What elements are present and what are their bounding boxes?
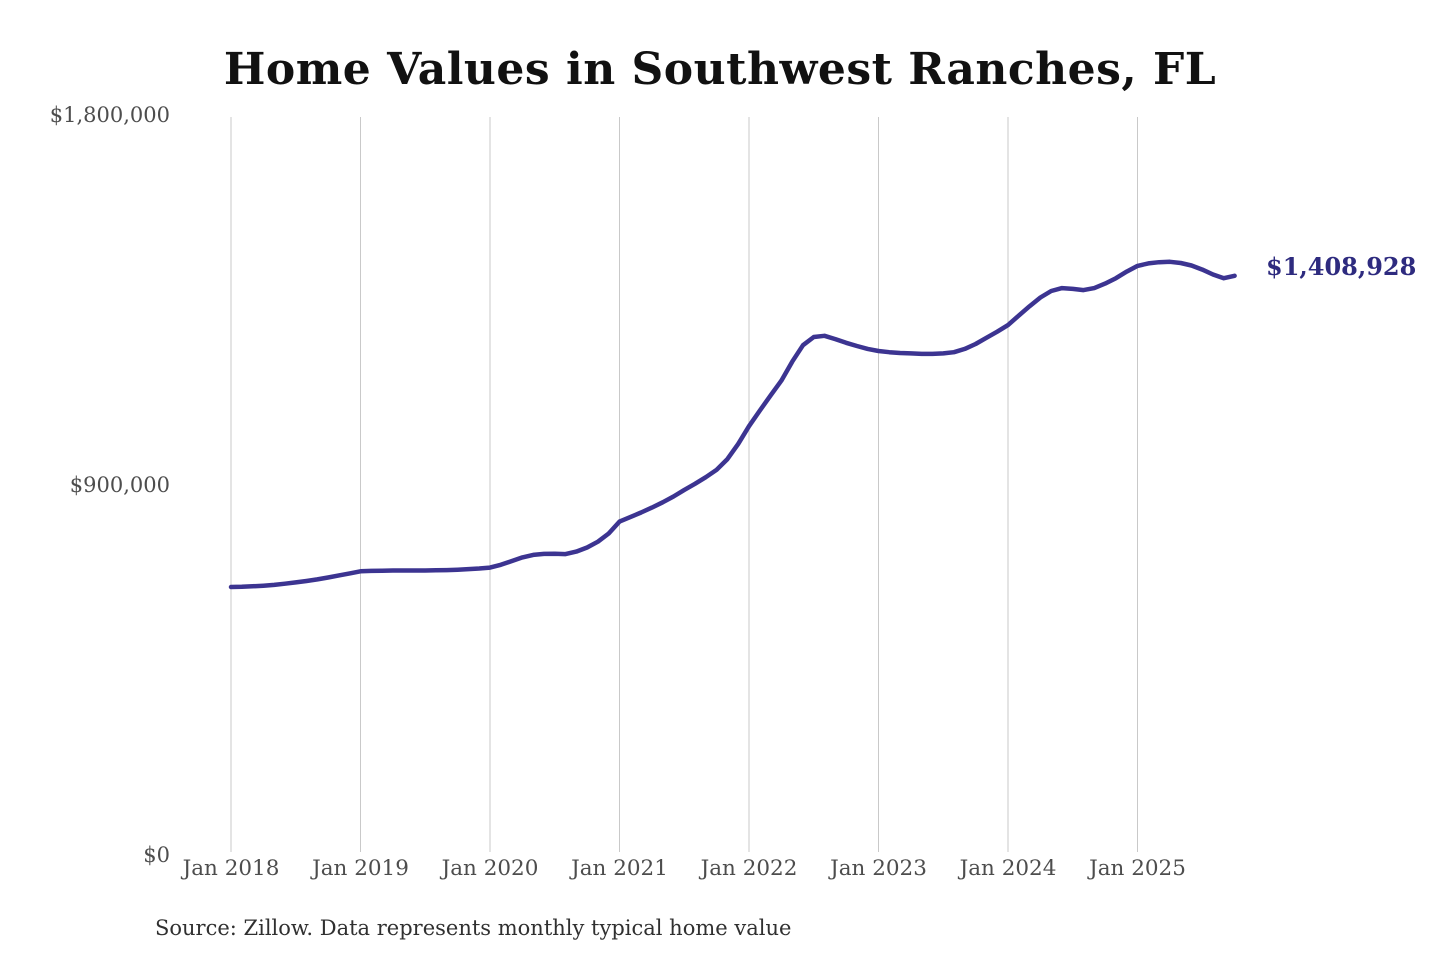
x-axis-tick-label: Jan 2018 — [182, 856, 280, 881]
x-axis-tick-label: Jan 2023 — [830, 856, 927, 881]
x-axis-tick-label: Jan 2021 — [571, 856, 668, 881]
y-axis-tick-label: $0 — [143, 843, 170, 867]
x-axis-tick-label: Jan 2019 — [312, 856, 409, 881]
x-axis-tick-label: Jan 2020 — [441, 856, 539, 881]
chart-title: Home Values in Southwest Ranches, FL — [223, 44, 1217, 95]
x-axis-tick-label: Jan 2024 — [959, 856, 1057, 881]
source-note: Source: Zillow. Data represents monthly … — [155, 916, 792, 940]
current-value-label: $1,408,928 — [1266, 252, 1417, 281]
y-axis-tick-label: $1,800,000 — [49, 103, 170, 127]
x-axis-tick-label: Jan 2022 — [700, 856, 798, 881]
y-axis-tick-label: $900,000 — [69, 473, 170, 497]
x-axis-tick-label: Jan 2025 — [1089, 856, 1186, 881]
home-value-line — [228, 259, 1237, 590]
